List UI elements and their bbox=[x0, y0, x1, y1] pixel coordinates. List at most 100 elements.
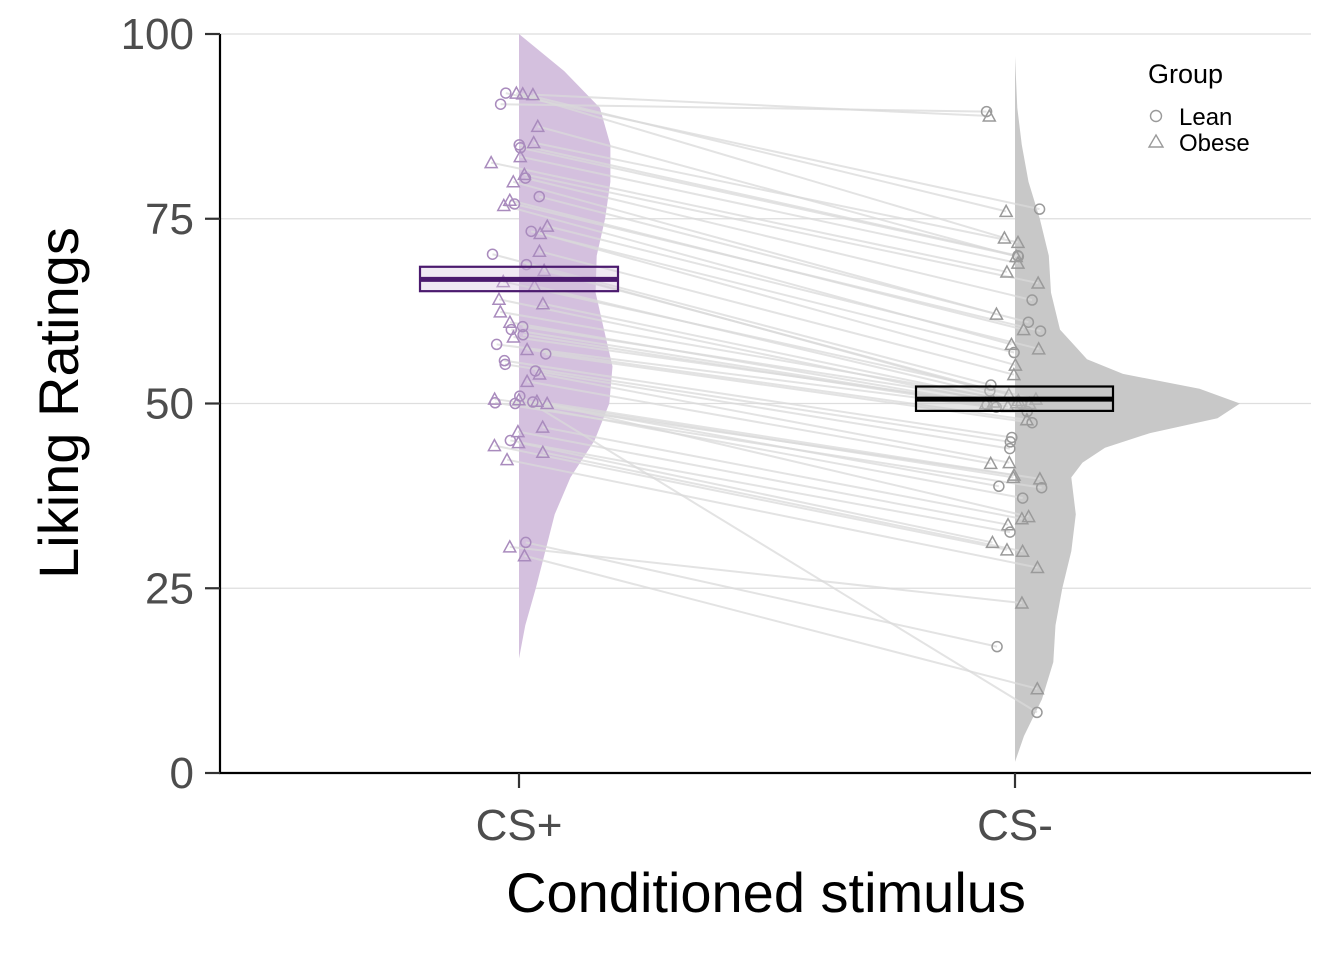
paired-line bbox=[500, 310, 1030, 405]
point-obese bbox=[999, 542, 1015, 556]
point-lean bbox=[1008, 346, 1020, 359]
paired-line bbox=[509, 545, 1023, 605]
point-lean bbox=[1012, 250, 1025, 263]
point-lean bbox=[1022, 316, 1035, 328]
paired-line bbox=[539, 232, 1016, 367]
point-lean bbox=[508, 198, 521, 210]
point-obese bbox=[535, 444, 551, 459]
point-obese bbox=[998, 203, 1014, 218]
legend: Group Lean Obese bbox=[1116, 36, 1311, 158]
point-obese bbox=[985, 534, 1000, 549]
point-lean bbox=[489, 397, 501, 409]
point-obese bbox=[536, 262, 552, 277]
point-lean bbox=[514, 142, 527, 154]
paired-line bbox=[506, 458, 1038, 569]
point-lean bbox=[500, 87, 512, 99]
point-obese bbox=[493, 304, 508, 318]
density-cloud-cs-minus bbox=[1015, 56, 1240, 762]
mean-boxes bbox=[418, 265, 1115, 412]
point-lean bbox=[980, 105, 993, 118]
point-obese bbox=[539, 395, 555, 410]
point-obese bbox=[999, 264, 1015, 278]
legend-background bbox=[1116, 36, 1311, 158]
point-lean bbox=[990, 401, 1002, 413]
x-tick-label: CS- bbox=[977, 801, 1053, 850]
point-obese bbox=[491, 291, 507, 306]
paired-line bbox=[500, 103, 987, 113]
paired-line bbox=[498, 298, 994, 404]
point-obese bbox=[499, 452, 515, 466]
point-obese bbox=[1030, 275, 1046, 289]
point-obese bbox=[529, 393, 545, 408]
point-obese bbox=[483, 155, 499, 169]
legend-lean-circle-icon bbox=[1149, 109, 1163, 123]
point-obese bbox=[1006, 367, 1022, 381]
point-lean bbox=[486, 248, 499, 260]
point-obese bbox=[1002, 455, 1017, 469]
point-lean bbox=[1004, 442, 1016, 455]
paired-line bbox=[516, 92, 1005, 239]
point-obese bbox=[532, 225, 548, 240]
x-axis-title: Conditioned stimulus bbox=[506, 861, 1026, 924]
point-obese bbox=[511, 435, 526, 449]
point-obese bbox=[530, 118, 546, 133]
point-lean bbox=[533, 190, 545, 203]
point-obese bbox=[540, 218, 555, 232]
paired-line bbox=[546, 402, 1029, 518]
paired-lines bbox=[490, 92, 1042, 714]
paired-line bbox=[522, 325, 1022, 406]
point-lean bbox=[539, 348, 552, 360]
data-points bbox=[483, 85, 1048, 719]
point-lean bbox=[519, 172, 532, 184]
point-lean bbox=[1016, 492, 1029, 504]
y-tick-label: 100 bbox=[121, 10, 194, 59]
y-axis-title: Liking Ratings bbox=[27, 227, 90, 579]
point-lean bbox=[991, 640, 1003, 653]
point-obese bbox=[1010, 255, 1026, 269]
point-obese bbox=[1009, 395, 1024, 409]
legend-label-obese: Obese bbox=[1179, 130, 1250, 157]
y-tick-label: 50 bbox=[145, 380, 194, 429]
paired-line bbox=[525, 177, 1033, 302]
paired-line bbox=[524, 554, 1038, 690]
point-lean bbox=[516, 320, 529, 333]
paired-line bbox=[504, 359, 1012, 439]
point-lean bbox=[494, 98, 507, 110]
paired-line bbox=[505, 92, 1040, 211]
point-obese bbox=[983, 455, 998, 470]
point-obese bbox=[535, 296, 551, 310]
x-tick-label: CS+ bbox=[476, 801, 563, 850]
paired-line bbox=[535, 369, 1010, 450]
paired-line bbox=[513, 180, 997, 316]
point-obese bbox=[1010, 234, 1026, 249]
paired-line bbox=[538, 195, 1029, 324]
paired-line bbox=[514, 402, 1023, 500]
paired-line bbox=[514, 202, 1041, 333]
point-lean bbox=[1026, 294, 1038, 306]
paired-line bbox=[509, 321, 987, 405]
point-obese bbox=[509, 85, 524, 99]
point-obese bbox=[1014, 595, 1030, 609]
point-obese bbox=[532, 243, 547, 258]
point-obese bbox=[519, 373, 535, 388]
paired-line bbox=[542, 451, 1023, 553]
point-lean bbox=[1004, 436, 1017, 448]
paired-line bbox=[526, 380, 991, 465]
legend-obese-triangle-icon bbox=[1147, 133, 1165, 148]
point-lean bbox=[527, 396, 539, 408]
point-obese bbox=[532, 366, 547, 380]
point-lean bbox=[520, 536, 532, 549]
paired-line bbox=[534, 285, 1019, 402]
paired-line bbox=[510, 439, 1011, 534]
point-obese bbox=[1006, 469, 1021, 484]
legend-label-lean: Lean bbox=[1179, 104, 1232, 131]
paired-line bbox=[490, 161, 1008, 273]
point-obese bbox=[1000, 517, 1016, 531]
point-obese bbox=[526, 135, 541, 149]
point-obese bbox=[517, 548, 532, 562]
point-lean bbox=[1004, 526, 1016, 538]
point-obese bbox=[1030, 559, 1045, 574]
paired-line bbox=[533, 141, 1019, 244]
point-lean bbox=[514, 390, 526, 402]
paired-line bbox=[536, 400, 1041, 480]
